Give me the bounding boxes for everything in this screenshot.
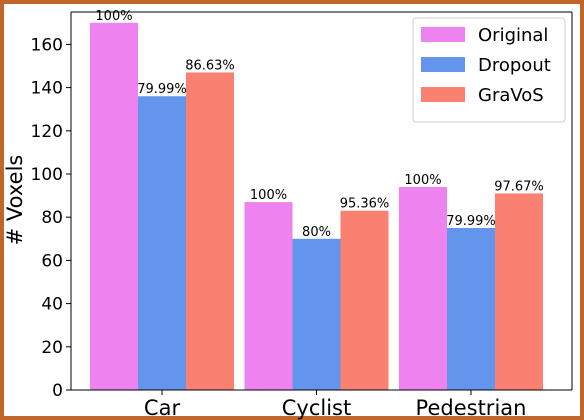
data-label-original-car: 100% [95,9,132,24]
data-label-original-cyclist: 100% [250,188,287,203]
y-tick-label: 100 [31,165,63,185]
data-label-dropout-pedestrian: 79.99% [446,214,496,229]
bar-dropout-car [138,96,186,391]
data-label-gravos-cyclist: 95.36% [340,197,390,212]
y-axis-label: # Voxels [3,155,27,246]
x-categories-layer: Car Cyclist Pedestrian [144,390,527,420]
y-tick-label: 0 [52,381,63,401]
y-tick-label: 20 [41,338,63,358]
legend-label-gravos: GraVoS [478,85,544,106]
bar-dropout-cyclist [292,238,341,390]
bars-layer [90,22,543,391]
data-label-gravos-car: 86.63% [185,58,235,73]
bar-gravos-car [186,72,234,390]
bar-gravos-cyclist [340,210,389,390]
bar-gravos-pedestrian [495,193,543,390]
y-tick-label: 120 [31,122,63,142]
axes-layer [70,11,573,391]
legend-label-original: Original [478,25,548,46]
legend-swatch-gravos [421,87,465,102]
legend-swatch-dropout [421,57,465,72]
legend-swatch-original [421,27,465,42]
x-tick-label-cyclist: Cyclist [282,396,351,420]
bar-original-car [90,22,138,391]
legend-label-dropout: Dropout [478,55,551,76]
data-label-original-pedestrian: 100% [404,173,441,188]
y-tick-label: 40 [41,295,63,315]
bar-original-pedestrian [399,186,447,390]
data-labels-layer: 100% 79.99% 86.63% 100% 80% 95.36% 100% 79.99% 9… [95,9,543,240]
y-tick-label: 160 [31,35,63,55]
data-label-gravos-pedestrian: 97.67% [494,179,544,194]
y-tick-label: 80 [41,208,63,228]
y-ticks-layer: 0 20 40 60 80 100 120 140 160 [31,35,71,401]
x-tick-label-car: Car [144,396,181,420]
bar-dropout-pedestrian [447,228,495,390]
data-label-dropout-cyclist: 80% [302,225,331,240]
legend: Original Dropout GraVoS [412,17,566,123]
y-tick-label: 140 [31,79,63,99]
y-tick-label: 60 [41,251,63,271]
x-tick-label-pedestrian: Pedestrian [416,396,527,420]
bar-original-cyclist [244,202,293,390]
data-label-dropout-car: 79.99% [137,82,187,97]
